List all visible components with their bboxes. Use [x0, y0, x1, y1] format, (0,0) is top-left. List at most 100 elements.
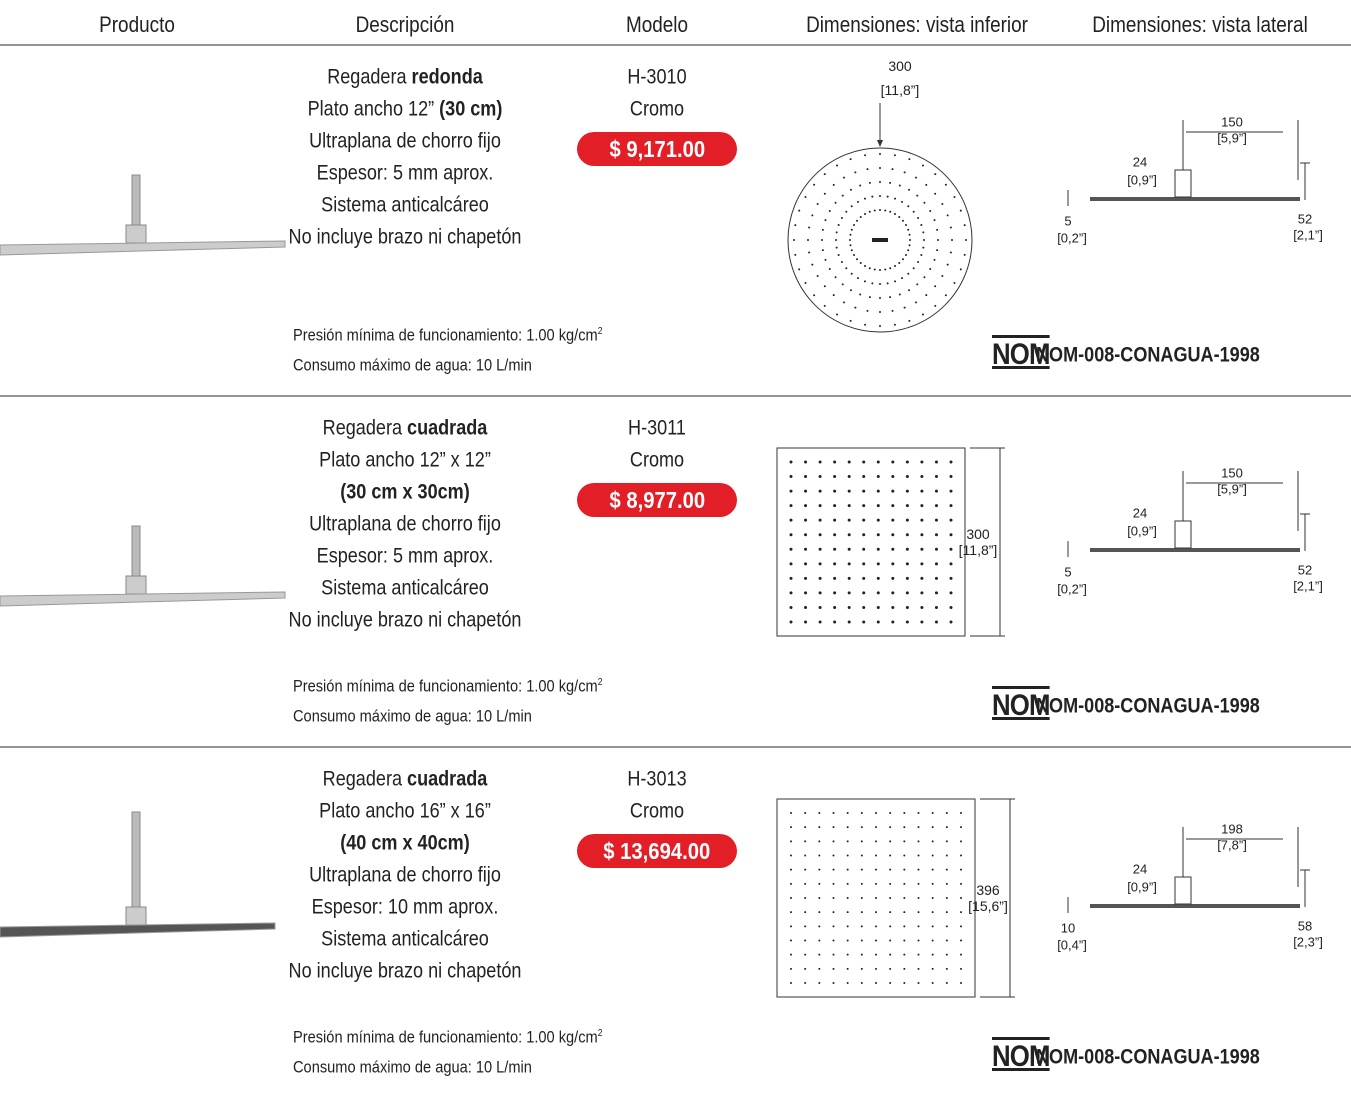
nozzle	[847, 591, 851, 595]
nozzle	[937, 239, 939, 241]
nozzle	[846, 982, 849, 984]
nom-logo: NOM	[992, 1040, 1050, 1073]
nozzle	[794, 224, 797, 227]
nozzle	[823, 192, 826, 195]
nozzle	[873, 209, 876, 212]
description-text: No incluye brazo ni chapetón	[288, 959, 522, 983]
nozzle	[925, 183, 928, 186]
nozzle	[876, 591, 880, 595]
nozzle	[790, 868, 792, 871]
nozzle	[876, 605, 880, 609]
nozzle	[789, 562, 793, 566]
nozzle	[891, 460, 895, 464]
nozzle	[866, 309, 869, 312]
nozzle	[860, 868, 863, 871]
nozzle	[860, 897, 863, 899]
nozzle	[917, 261, 920, 263]
side-plate	[1090, 197, 1300, 201]
nozzle	[832, 967, 835, 970]
description-bold: cuadrada	[407, 416, 488, 440]
nozzle	[790, 967, 792, 970]
column-header: Dimensiones: vista lateral	[1092, 12, 1308, 37]
nozzle	[804, 826, 807, 829]
plate-outline	[787, 147, 973, 333]
nozzle	[903, 982, 906, 984]
dim-width: 150	[1221, 465, 1243, 481]
nozzle	[847, 547, 851, 551]
description-line: (40 cm x 40cm)	[340, 833, 470, 854]
nozzle	[850, 205, 853, 208]
nozzle	[849, 244, 852, 247]
nozzle	[833, 518, 837, 522]
nozzle	[789, 605, 793, 609]
nozzle	[793, 239, 795, 241]
nozzle	[945, 840, 948, 843]
center-mark	[872, 238, 888, 242]
nozzle	[946, 214, 949, 217]
nozzle	[917, 217, 920, 219]
nozzle	[931, 925, 934, 928]
nozzle	[917, 882, 920, 885]
nozzle	[916, 194, 919, 197]
nozzle	[922, 231, 925, 234]
nozzle	[840, 261, 843, 263]
nom-code: NOM-008-CONAGUA-1998	[1036, 343, 1260, 367]
nozzle	[945, 939, 948, 942]
nozzle	[936, 228, 939, 231]
nozzle	[941, 275, 944, 277]
nozzle	[949, 562, 953, 566]
nozzle	[847, 562, 851, 566]
nozzle	[907, 228, 910, 231]
nozzle	[908, 158, 911, 161]
nozzle	[862, 533, 866, 537]
nozzle	[804, 854, 807, 857]
nozzle	[818, 475, 822, 479]
nozzle	[879, 153, 881, 155]
nozzle	[790, 925, 792, 928]
description-bold: (30 cm)	[439, 97, 503, 121]
nozzle	[920, 533, 924, 537]
nozzle	[846, 897, 849, 899]
nozzle	[843, 301, 845, 304]
nozzle	[818, 605, 822, 609]
nozzle	[889, 911, 892, 914]
column-header: Descripción	[355, 12, 455, 37]
nozzle	[843, 176, 845, 179]
nozzle	[804, 282, 807, 284]
nozzle	[949, 226, 952, 229]
description-line: Regadera cuadrada	[323, 769, 488, 790]
nozzle	[818, 562, 822, 566]
nozzle	[804, 620, 808, 624]
nozzle	[832, 294, 835, 297]
description-text: Sistema anticalcáreo	[321, 193, 489, 217]
nozzle	[960, 911, 962, 914]
nozzle	[790, 911, 792, 914]
nozzle	[804, 967, 807, 970]
nozzle	[931, 897, 934, 899]
nozzle	[840, 217, 843, 219]
nozzle	[837, 223, 840, 226]
nozzle	[959, 209, 962, 212]
description-text: Regadera	[322, 767, 408, 791]
nozzle	[931, 826, 934, 829]
nozzle	[934, 192, 937, 195]
nozzle	[868, 267, 871, 270]
nozzle	[945, 967, 948, 970]
dim-height-in: [2,1”]	[1293, 227, 1323, 243]
nozzle	[905, 547, 909, 551]
nozzle	[818, 897, 821, 899]
nozzle	[850, 249, 853, 252]
nozzle	[804, 953, 807, 956]
nozzle	[960, 868, 962, 871]
nozzle	[920, 475, 924, 479]
nozzle	[891, 591, 895, 595]
nozzle	[798, 268, 801, 271]
nozzle	[847, 620, 851, 624]
nozzle	[818, 460, 822, 464]
nozzle	[905, 591, 909, 595]
nozzle	[920, 591, 924, 595]
description-text: Espesor: 10 mm aprox.	[311, 895, 499, 919]
side-stem	[1174, 169, 1192, 198]
nozzle	[876, 460, 880, 464]
nozzle	[889, 181, 892, 184]
